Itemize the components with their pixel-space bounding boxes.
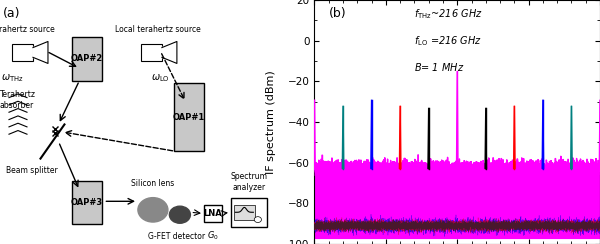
Polygon shape <box>400 106 401 169</box>
Text: Silicon lens: Silicon lens <box>131 179 175 188</box>
Polygon shape <box>314 100 315 169</box>
Text: $\omega_{\rm LO}$: $\omega_{\rm LO}$ <box>151 72 170 84</box>
Text: $\omega_{\rm THz}$: $\omega_{\rm THz}$ <box>1 72 23 84</box>
Polygon shape <box>599 100 600 169</box>
Text: OAP#3: OAP#3 <box>71 198 103 207</box>
Text: OAP#2: OAP#2 <box>71 54 103 63</box>
Bar <box>174 83 204 151</box>
Text: (b): (b) <box>329 7 346 20</box>
Text: G-FET detector: G-FET detector <box>148 232 205 241</box>
Text: Spectrum
analyzer: Spectrum analyzer <box>230 172 268 192</box>
Y-axis label: IF spectrum (dBm): IF spectrum (dBm) <box>266 70 275 174</box>
Polygon shape <box>514 106 515 169</box>
Bar <box>12 44 33 61</box>
Text: (a): (a) <box>3 7 20 20</box>
Text: OAP#1: OAP#1 <box>173 113 205 122</box>
Bar <box>72 37 102 81</box>
Polygon shape <box>485 108 487 169</box>
Bar <box>204 205 222 222</box>
Text: Local terahertz source: Local terahertz source <box>115 25 200 34</box>
Text: $B$= 1 MHz: $B$= 1 MHz <box>415 61 464 73</box>
Text: $G_0$: $G_0$ <box>207 229 219 242</box>
Polygon shape <box>428 108 430 169</box>
Polygon shape <box>162 41 177 63</box>
Polygon shape <box>571 106 572 169</box>
Circle shape <box>169 206 190 223</box>
Bar <box>141 44 162 61</box>
Text: $f_{\rm LO}$ =216 GHz: $f_{\rm LO}$ =216 GHz <box>415 34 482 48</box>
Bar <box>72 181 102 224</box>
Text: Terahertz source: Terahertz source <box>0 25 55 34</box>
Circle shape <box>254 217 262 223</box>
Circle shape <box>138 198 168 222</box>
Bar <box>234 205 255 220</box>
Polygon shape <box>33 41 48 63</box>
Polygon shape <box>371 100 372 169</box>
Polygon shape <box>542 100 544 169</box>
Text: $f_{\rm THz}$~216 GHz: $f_{\rm THz}$~216 GHz <box>415 7 483 21</box>
Text: Beam splitter: Beam splitter <box>6 166 58 175</box>
Polygon shape <box>457 71 458 169</box>
Polygon shape <box>342 106 344 169</box>
Bar <box>231 198 267 227</box>
Text: Terahertz
absorber: Terahertz absorber <box>0 90 36 110</box>
Text: LNA: LNA <box>203 209 222 218</box>
